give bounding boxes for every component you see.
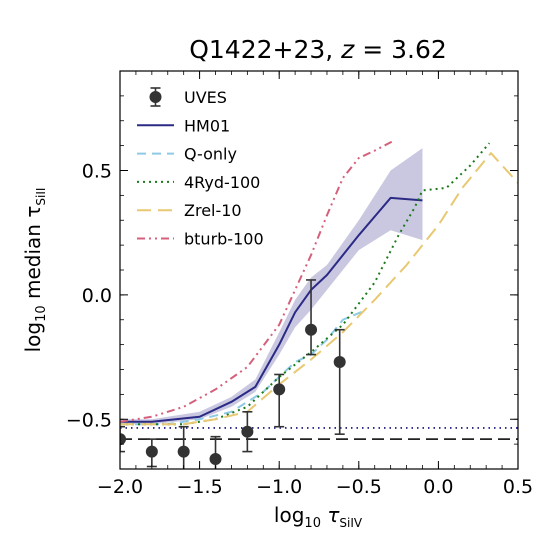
plot-area <box>120 139 518 469</box>
ylabel-sub: 10 <box>34 305 49 322</box>
legend-label: Zrel-10 <box>184 201 242 220</box>
series-line-zrel-10 <box>120 152 518 426</box>
legend-label: Q-only <box>184 145 237 164</box>
uves-data-point <box>273 383 286 396</box>
legend-label: bturb-100 <box>184 230 264 249</box>
legend-entry: Zrel-10 <box>137 201 242 220</box>
legend-label: HM01 <box>184 116 230 135</box>
x-tick-label: 0.0 <box>423 476 453 498</box>
y-tick-label: 0.5 <box>82 161 112 183</box>
x-tick-label: −2.0 <box>97 476 143 498</box>
title-eq: = 3.62 <box>354 35 447 64</box>
axis-ticks: −2.0 −1.5 −1.0 −0.5 0.0 0.5 −0.5 0.0 0.5 <box>66 70 533 498</box>
series-line-4ryd-100 <box>120 142 491 426</box>
hm01-uncertainty-band <box>120 148 423 425</box>
series-line-bturb-100 <box>120 139 395 423</box>
uves-data-point <box>333 356 346 369</box>
y-tick-label: −0.5 <box>66 409 112 431</box>
title-z: z <box>340 35 355 64</box>
xlabel-sub: 10 <box>304 516 321 531</box>
legend-label: UVES <box>184 88 227 107</box>
xlabel-main: log <box>274 503 305 527</box>
uves-data-point <box>145 445 158 458</box>
uves-data-point <box>209 453 222 466</box>
title-main: Q1422+23, <box>189 35 341 64</box>
ylabel-main: log <box>21 322 45 353</box>
legend-entry: bturb-100 <box>137 230 264 249</box>
legend-entry: 4Ryd-100 <box>137 173 260 192</box>
legend-entry: UVES <box>149 87 227 107</box>
series-line-hm01 <box>120 196 423 423</box>
legend: UVES HM01 Q-only 4Ryd-100 Zrel-10 bturb-100 <box>137 87 264 249</box>
x-tick-label: −1.5 <box>177 476 223 498</box>
uves-data-point <box>241 425 254 438</box>
legend-entry: Q-only <box>137 145 237 164</box>
x-tick-label: −1.0 <box>256 476 302 498</box>
legend-marker <box>149 91 162 103</box>
x-tick-label: −0.5 <box>336 476 382 498</box>
ylabel-ion: SiII <box>34 188 48 206</box>
y-axis-label: log10 median τSiII <box>21 188 49 353</box>
series-line-q-only <box>120 308 368 426</box>
x-tick-label: 0.5 <box>503 476 533 498</box>
ylabel-rest: median τ <box>21 206 45 306</box>
y-tick-label: 0.0 <box>82 285 112 307</box>
plot-frame <box>119 70 519 470</box>
legend-entry: HM01 <box>137 116 230 135</box>
chart-title: Q1422+23, z = 3.62 <box>189 35 447 64</box>
xlabel-ion: SiIV <box>339 516 362 530</box>
legend-label: 4Ryd-100 <box>184 173 260 192</box>
uves-data-point <box>177 445 190 458</box>
uves-data-point <box>120 433 126 446</box>
x-axis-label: log10 τSiIV <box>274 503 363 531</box>
xlabel-tau: τ <box>321 503 340 527</box>
uves-data-point <box>305 323 318 336</box>
